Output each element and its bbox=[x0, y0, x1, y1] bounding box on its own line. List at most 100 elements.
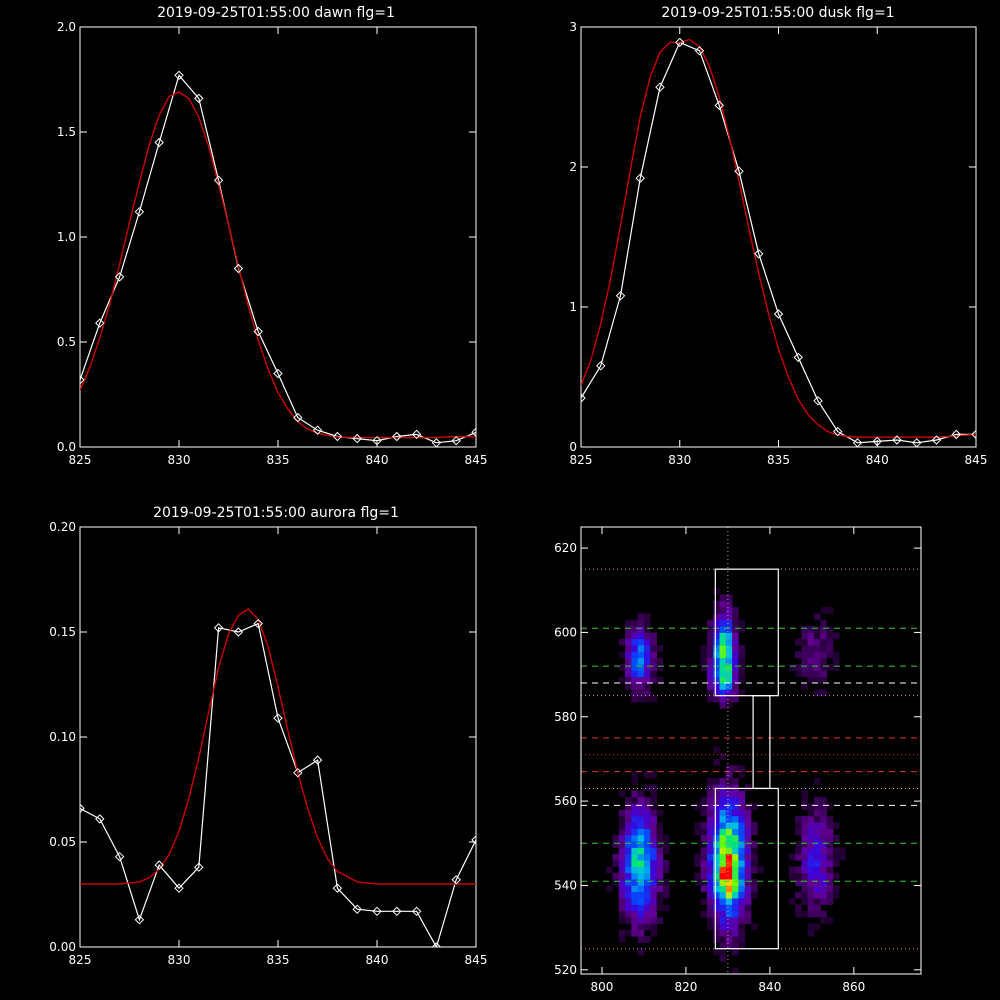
heatmap-cell bbox=[700, 664, 708, 671]
heatmap-cell bbox=[807, 834, 815, 842]
heatmap-cell bbox=[738, 803, 746, 810]
heatmap-cell bbox=[625, 619, 632, 627]
heatmap-cell bbox=[637, 891, 645, 899]
heatmap-cell bbox=[820, 689, 827, 697]
heatmap-cell bbox=[738, 860, 746, 867]
heatmap-cell bbox=[738, 853, 746, 861]
heatmap-cell bbox=[631, 841, 639, 848]
heatmap-cell bbox=[713, 796, 720, 804]
heatmap-cell bbox=[801, 664, 809, 671]
heatmap-cell bbox=[744, 784, 752, 791]
heatmap-cell bbox=[813, 796, 821, 804]
heatmap-cell bbox=[719, 815, 727, 823]
heatmap-cell bbox=[801, 796, 809, 804]
dusk-y-tick-label: 1 bbox=[569, 300, 577, 314]
heatmap-cell bbox=[801, 683, 809, 690]
heatmap-cell bbox=[801, 790, 809, 798]
heatmap-cell bbox=[650, 872, 657, 880]
heatmap-cell bbox=[732, 929, 739, 937]
heatmap-cell bbox=[795, 847, 802, 855]
heatmap-cell bbox=[713, 841, 720, 848]
heatmap-cell bbox=[807, 847, 815, 855]
heatmap-cell bbox=[706, 847, 714, 855]
heatmap-cell bbox=[706, 632, 714, 640]
heatmap-cell bbox=[719, 645, 727, 652]
heatmap-cell bbox=[650, 651, 657, 659]
extraction-box bbox=[714, 787, 779, 950]
heatmap-cell bbox=[706, 809, 714, 817]
heatmap-cell bbox=[820, 809, 827, 817]
heatmap-cell bbox=[637, 815, 645, 823]
heatmap-cell bbox=[732, 891, 739, 899]
heatmap-cell bbox=[713, 917, 720, 924]
heatmap-cell bbox=[637, 638, 645, 646]
dusk-x-tick-label: 840 bbox=[866, 453, 889, 467]
heatmap-cell bbox=[725, 657, 733, 665]
heatmap-cell bbox=[826, 626, 834, 633]
heatmap-cell bbox=[637, 936, 645, 943]
heatmap-cell bbox=[656, 904, 664, 912]
heatmap-cell bbox=[725, 702, 733, 709]
dusk-y-tick-label: 0 bbox=[569, 440, 577, 454]
heatmap-cell bbox=[738, 822, 746, 829]
heatmap-cell bbox=[643, 910, 651, 918]
heatmap-cell bbox=[738, 847, 746, 855]
heatmap-cell bbox=[807, 904, 815, 912]
heatmap-cell bbox=[700, 898, 708, 905]
heatmap-cell bbox=[713, 784, 720, 791]
heatmap-cell bbox=[631, 664, 639, 671]
heatmap-cell bbox=[725, 885, 733, 893]
heatmap-cell bbox=[826, 607, 834, 614]
heatmap-cell bbox=[719, 872, 727, 880]
heatmap-cell bbox=[706, 834, 714, 842]
dawn-data-point bbox=[213, 175, 224, 186]
heatmap-cell bbox=[643, 891, 651, 899]
heatmap-cell bbox=[795, 822, 802, 829]
heatmap-cell bbox=[625, 815, 632, 823]
heatmap-cell bbox=[700, 847, 708, 855]
heatmap-cell bbox=[625, 638, 632, 646]
heatmap-cell bbox=[643, 645, 651, 652]
heatmap-cell bbox=[801, 670, 809, 678]
heatmap-cell bbox=[826, 898, 834, 905]
heatmap-cell bbox=[813, 613, 821, 621]
dusk-x-tick-label: 825 bbox=[570, 453, 593, 467]
heatmap-cell bbox=[732, 815, 739, 823]
heatmap-cell bbox=[700, 828, 708, 836]
heatmap-cell bbox=[643, 626, 651, 633]
extraction-box bbox=[714, 568, 779, 697]
aurora-y-tick-label: 0.15 bbox=[49, 625, 76, 639]
heatmap-cell bbox=[820, 834, 827, 842]
heatmap-cell bbox=[725, 784, 733, 791]
heatmap-cell bbox=[732, 695, 739, 703]
heatmap-cell bbox=[650, 891, 657, 899]
heatmap-cell bbox=[725, 942, 733, 950]
heatmap-cell bbox=[813, 853, 821, 861]
dusk-data-point bbox=[635, 173, 645, 183]
heatmap-cell bbox=[807, 885, 815, 893]
heatmap-cell bbox=[625, 834, 632, 842]
heatmap-cell bbox=[826, 803, 834, 810]
heatmap-cell bbox=[732, 948, 739, 956]
heatmap-cell bbox=[631, 626, 639, 633]
aurora-data-point bbox=[134, 914, 145, 925]
heatmap-cell bbox=[807, 822, 815, 829]
heatmap-cell bbox=[650, 695, 657, 703]
aurora-data-point bbox=[114, 851, 125, 862]
heatmap-cell bbox=[643, 872, 651, 880]
heatmap-cell bbox=[826, 651, 834, 659]
heatmap-cell bbox=[631, 923, 639, 931]
heatmap-cell bbox=[643, 917, 651, 924]
heatmap-cell bbox=[732, 834, 739, 842]
heatmap-cell bbox=[725, 879, 733, 886]
heatmap-cell bbox=[713, 891, 720, 899]
heatmap-cell bbox=[656, 891, 664, 899]
heatmap-cell bbox=[813, 626, 821, 633]
dawn-y-tick-label: 0.5 bbox=[57, 335, 76, 349]
heatmap-cell bbox=[650, 796, 657, 804]
heatmap-cell bbox=[637, 683, 645, 690]
heatmap-cell bbox=[643, 619, 651, 627]
heatmap-cell bbox=[706, 651, 714, 659]
aurora-y-tick-label: 0.00 bbox=[49, 940, 76, 954]
heatmap-cell bbox=[713, 936, 720, 943]
